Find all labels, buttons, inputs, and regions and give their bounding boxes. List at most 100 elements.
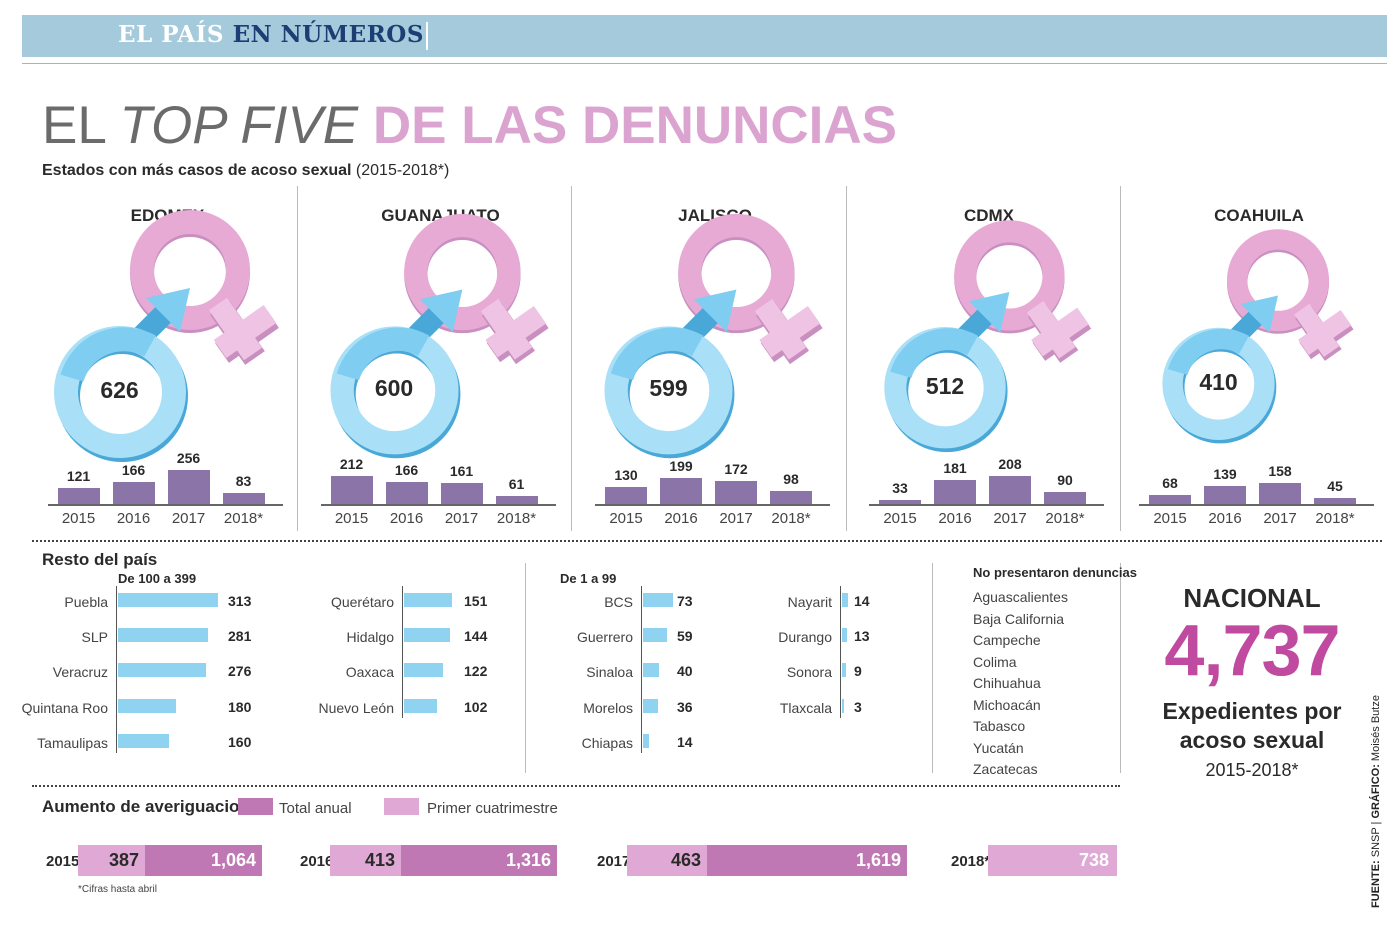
bar-tick-label: 2016: [389, 510, 424, 527]
primer-cuatrimestre-bar: 387: [78, 845, 145, 876]
column-divider: [932, 563, 933, 773]
hbar: [118, 593, 218, 607]
column-divider: [1120, 186, 1121, 531]
bar: [605, 487, 647, 504]
state-total: 410: [1199, 368, 1238, 395]
bar-value-label: 14: [677, 734, 693, 750]
bar-tick-label: 2015: [334, 510, 369, 527]
bar-value-label: 121: [66, 468, 91, 484]
hbar: [842, 663, 846, 677]
bar-value-label: 144: [464, 628, 488, 644]
gender-symbols-icon: [329, 213, 549, 459]
bar-axis: [840, 586, 841, 718]
bar-category-label: Hidalgo: [346, 629, 394, 645]
bar-tick-label: 2016: [1208, 510, 1242, 527]
bar-axis: [116, 586, 117, 753]
list-item: Michoacán: [973, 696, 1041, 713]
hbar: [118, 663, 206, 677]
gender-symbols-icon: [604, 213, 823, 459]
bar-value-label: 13: [854, 628, 870, 644]
group-title-100-399: De 100 a 399: [118, 571, 197, 586]
bar-value-label: 122: [464, 663, 488, 679]
bar: [1259, 483, 1301, 504]
bar-value-label: 61: [508, 476, 525, 492]
banner-rule: [22, 63, 1387, 64]
list-item: Aguascalientes: [973, 589, 1068, 605]
bar: [934, 480, 976, 504]
bar: [385, 482, 428, 504]
group-title-1-99: De 1 a 99: [560, 571, 617, 586]
bar-baseline: [595, 504, 830, 506]
bar-category-label: Guerrero: [576, 629, 633, 645]
bar-value-label: 40: [677, 663, 693, 679]
bar-value-label: 208: [998, 456, 1022, 472]
source-credit: FUENTE: SNSP | GRÁFICO: Moisés Butze: [1370, 695, 1382, 908]
bar: [1044, 492, 1086, 504]
dotted-divider: [32, 540, 1382, 542]
bar-category-label: Oaxaca: [345, 664, 394, 680]
nacional-title: NACIONAL: [1183, 583, 1321, 613]
year-label: 2017: [597, 853, 631, 870]
bar-value-label: 9: [854, 663, 862, 679]
total-anual-bar: 1,316: [401, 845, 557, 876]
bar-tick-label: 2017: [719, 510, 753, 527]
bar-value-label: 180: [228, 699, 252, 715]
hbar: [118, 734, 169, 748]
legend-swatch-total: [238, 798, 273, 815]
bar-value-label: 256: [176, 450, 201, 466]
nacional-value: 4,737: [1164, 611, 1340, 691]
list-item: Colima: [973, 653, 1017, 670]
hbar: [842, 628, 847, 642]
bar-value-label: 90: [1057, 472, 1073, 488]
column-divider: [297, 186, 298, 531]
dotted-divider: [32, 785, 1120, 787]
bar: [222, 493, 265, 504]
bar-baseline: [320, 504, 556, 506]
legend-swatch-primer: [384, 798, 419, 815]
bar-axis: [402, 586, 403, 718]
bar-value-label: 276: [228, 663, 252, 679]
list-item: Campeche: [973, 632, 1041, 648]
bar: [495, 496, 538, 504]
bar-value-label: 3: [854, 699, 862, 715]
primer-cuatrimestre-bar: 413: [330, 845, 401, 876]
no-denuncias-title: No presentaron denuncias: [973, 565, 1137, 580]
state-total: 626: [100, 377, 139, 403]
bar-value-label: 158: [1268, 463, 1292, 479]
bar-value-label: 281: [228, 628, 252, 644]
legend-label-primer: Primer cuatrimestre: [427, 800, 558, 817]
state-total: 512: [925, 372, 965, 399]
bar-value-label: 45: [1327, 478, 1343, 494]
bar-category-label: Nayarit: [787, 594, 832, 610]
hbar: [643, 663, 659, 677]
hbar: [643, 628, 667, 642]
bar-value-label: 161: [449, 463, 474, 479]
bar-tick-label: 2018*: [771, 510, 811, 527]
bar-value-label: 68: [1162, 475, 1178, 491]
year-label: 2018*: [951, 853, 991, 870]
aumento-title: Aumento de averiguaciones: [42, 797, 269, 816]
column-divider: [1120, 563, 1121, 773]
state-total: 599: [649, 375, 688, 402]
state-name: COAHUILA: [1214, 206, 1304, 225]
hbar: [404, 663, 443, 677]
column-divider: [846, 186, 847, 531]
bar-value-label: 151: [464, 593, 488, 609]
page-subtitle: Estados con más casos de acoso sexual (2…: [42, 162, 450, 179]
hbar: [118, 628, 208, 642]
bar: [879, 500, 921, 504]
state-total: 600: [374, 375, 414, 402]
bar: [1314, 498, 1356, 504]
primer-cuatrimestre-bar: 738: [988, 845, 1117, 876]
legend-label-total: Total anual: [279, 800, 352, 817]
bar-value-label: 83: [235, 473, 252, 489]
list-item: Baja California: [973, 610, 1065, 627]
bar: [167, 470, 210, 504]
total-anual-bar: 1,064: [145, 845, 262, 876]
hbar: [643, 699, 658, 713]
bar-value-label: 160: [228, 734, 252, 750]
bar-value-label: 313: [228, 593, 252, 609]
bar-tick-label: 2017: [1263, 510, 1297, 527]
bar-tick-label: 2015: [1153, 510, 1187, 527]
list-item: Zacatecas: [973, 761, 1038, 777]
